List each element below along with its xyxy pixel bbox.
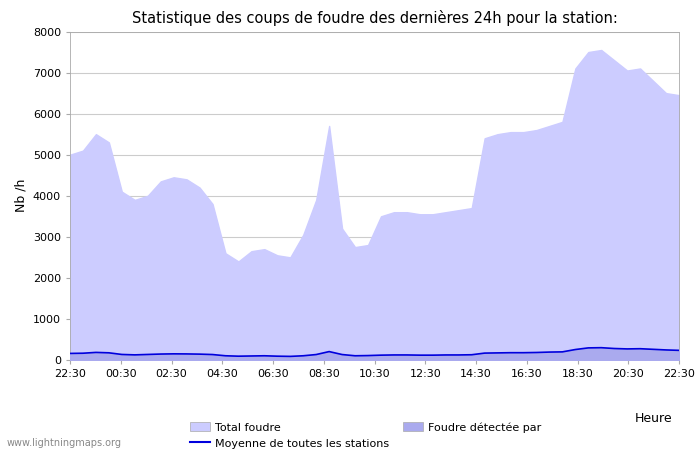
Text: www.lightningmaps.org: www.lightningmaps.org xyxy=(7,438,122,448)
Title: Statistique des coups de foudre des dernières 24h pour la station:: Statistique des coups de foudre des dern… xyxy=(132,10,617,26)
Legend: Total foudre, Moyenne de toutes les stations, Foudre détectée par: Total foudre, Moyenne de toutes les stat… xyxy=(186,418,546,450)
Y-axis label: Nb /h: Nb /h xyxy=(14,179,27,212)
Text: Heure: Heure xyxy=(634,412,672,425)
